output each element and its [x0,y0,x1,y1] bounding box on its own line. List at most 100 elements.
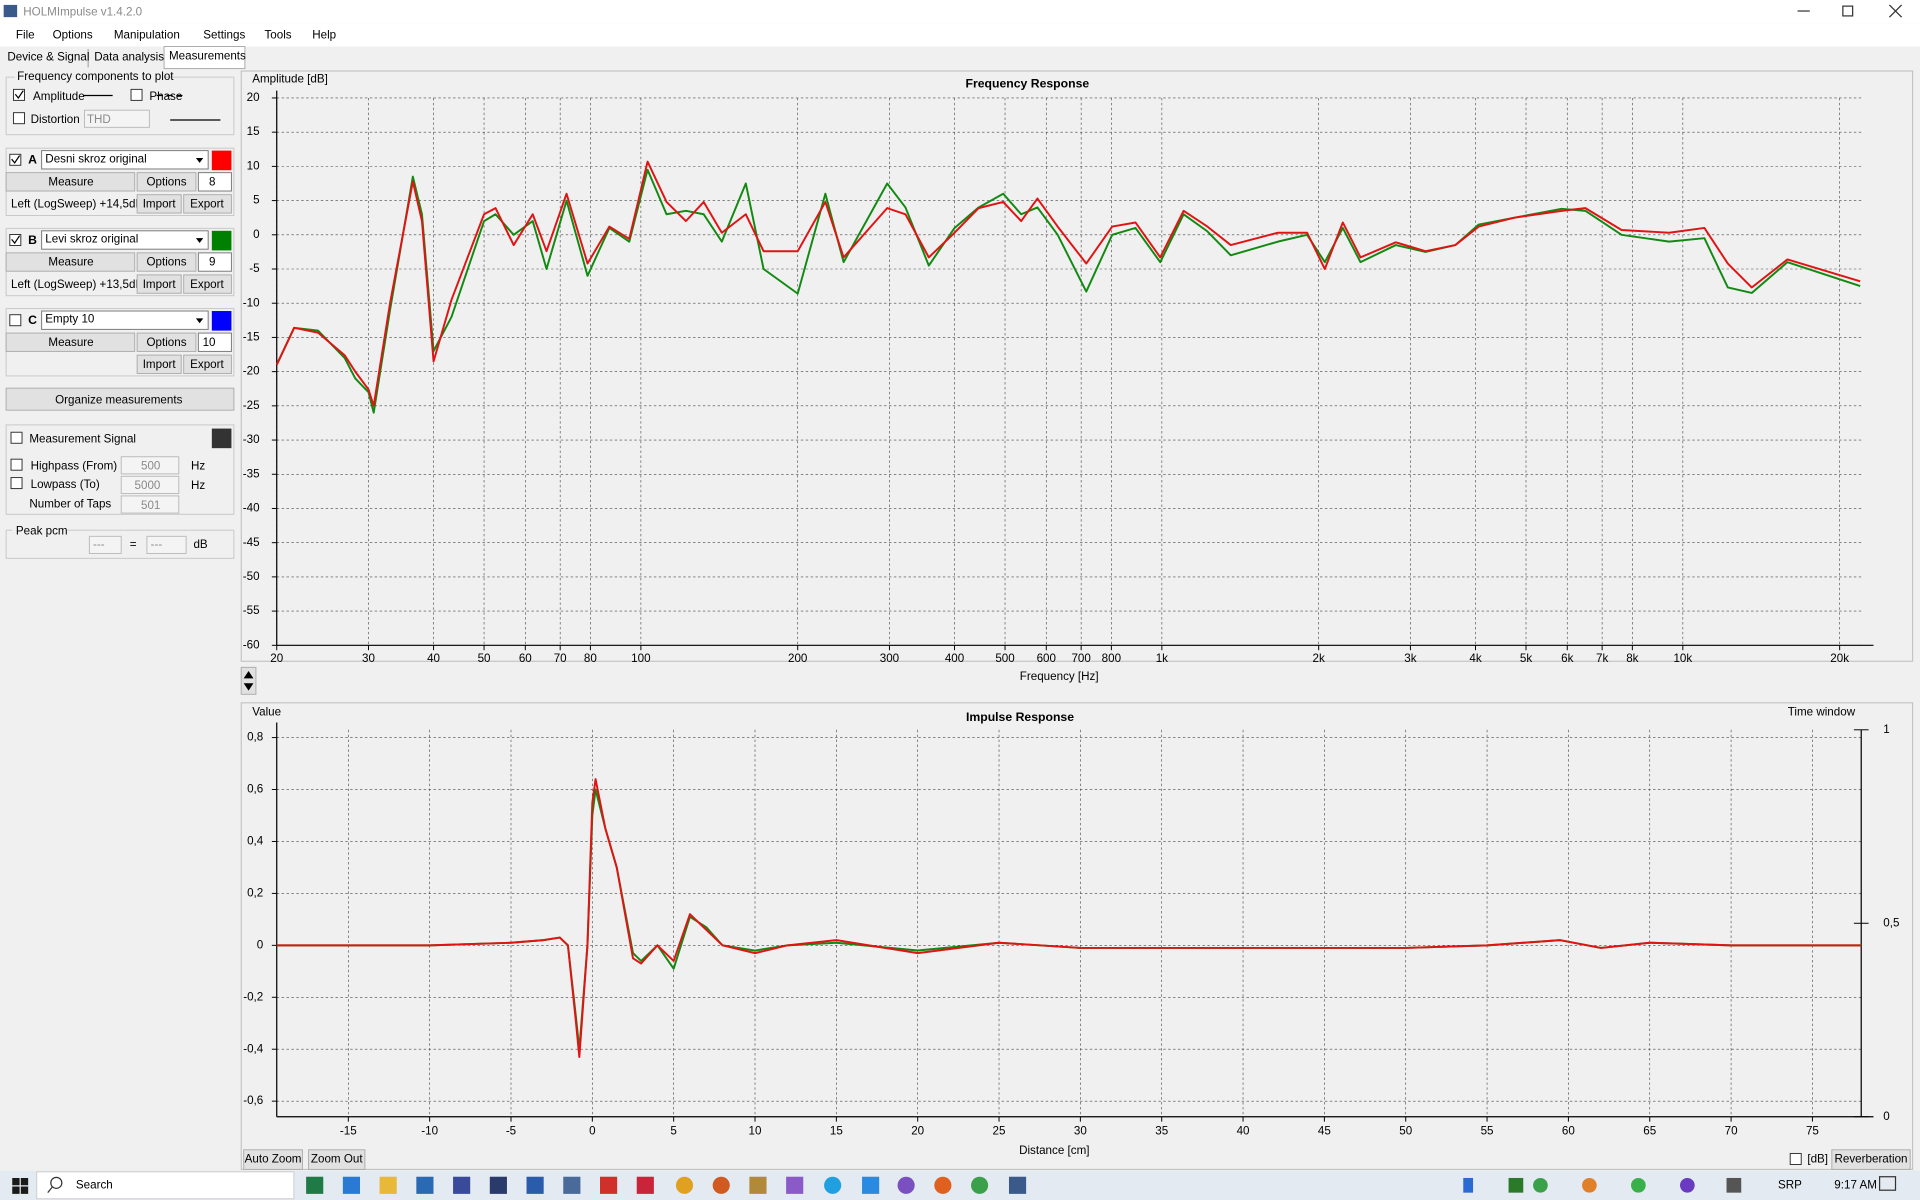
measurement-combobox[interactable] [41,230,209,250]
app-icon[interactable] [786,1176,804,1194]
app-icon[interactable] [712,1176,730,1194]
spin-box[interactable] [120,495,180,514]
app-icon[interactable] [897,1176,915,1194]
color-swatch[interactable] [211,150,232,171]
restore-button[interactable] [1842,5,1854,17]
menu-item[interactable]: Options [53,29,93,42]
checkbox[interactable] [12,112,25,125]
button[interactable] [5,252,136,272]
app-icon[interactable] [526,1176,544,1194]
tray-icon[interactable] [1680,1177,1695,1193]
tab[interactable]: Data analysis [94,51,164,64]
button[interactable] [5,387,235,411]
search-placeholder: Search [76,1178,113,1191]
app-icon[interactable] [1008,1176,1027,1194]
tab[interactable]: Device & Signal [7,51,89,64]
close-button[interactable] [1888,4,1903,18]
checkbox[interactable] [9,314,22,327]
equals: = [130,538,137,551]
button[interactable] [5,332,136,352]
x-tick-label: 55 [1481,1125,1494,1138]
x-tick-label: 45 [1318,1125,1331,1138]
button[interactable] [136,252,197,272]
clock[interactable]: 9:17 AM [1834,1178,1877,1191]
button[interactable] [243,1149,303,1170]
spin-box[interactable] [197,332,232,352]
app-icon[interactable] [749,1176,767,1194]
app-icon[interactable] [862,1176,880,1194]
button[interactable] [308,1149,366,1170]
menu-item[interactable]: Manipulation [114,29,180,42]
app-icon[interactable] [600,1176,618,1194]
app-icon[interactable] [453,1176,471,1194]
button[interactable] [136,194,182,214]
button[interactable] [183,194,232,214]
y-tick-label: -15 [243,331,260,344]
menu-item[interactable]: File [16,29,35,42]
series-line [275,160,1861,407]
x-tick-label: 8k [1626,652,1638,665]
app-icon[interactable] [675,1176,694,1194]
spin-value: 5000 [135,479,161,492]
button[interactable] [136,172,197,192]
search-box[interactable] [36,1171,295,1200]
checkbox[interactable] [12,88,25,101]
x-tick-label: -5 [506,1125,516,1138]
tray-icon[interactable] [1463,1177,1474,1193]
tray-icon[interactable] [1631,1177,1646,1193]
app-icon[interactable] [489,1176,507,1194]
language[interactable]: SRP [1778,1178,1802,1191]
combobox[interactable] [84,109,150,128]
notifications[interactable] [1878,1176,1897,1191]
tray-icon[interactable] [1726,1177,1742,1193]
checkbox[interactable] [130,88,143,101]
tray-icon[interactable] [1582,1177,1597,1193]
button[interactable] [136,332,197,352]
checkbox[interactable] [10,477,23,490]
menu-item[interactable]: Help [312,29,336,42]
spin-box[interactable] [197,172,232,192]
menu-item[interactable]: Tools [264,29,291,42]
color-swatch[interactable] [211,428,232,449]
button[interactable] [183,354,232,374]
search-icon [47,1186,54,1194]
app-icon[interactable] [934,1176,952,1194]
tab[interactable]: Measurements [169,49,246,62]
checkbox[interactable] [9,234,22,246]
button-label: Measure [48,256,93,269]
tray-icon[interactable] [1508,1177,1524,1193]
color-swatch[interactable] [211,230,232,251]
button-label: Import [143,198,177,211]
checkbox[interactable] [1789,1152,1802,1165]
spin-box[interactable] [120,475,180,494]
app-icon[interactable] [342,1176,360,1194]
app-icon[interactable] [416,1176,434,1194]
tray-icon[interactable] [1533,1177,1548,1193]
button[interactable] [5,172,136,192]
app-icon[interactable] [563,1176,581,1194]
spin-box[interactable] [120,456,180,475]
button[interactable] [136,354,182,374]
measurement-combobox[interactable] [41,310,209,330]
button[interactable] [183,274,232,294]
button[interactable] [1831,1149,1911,1170]
checkbox[interactable] [10,431,23,444]
button-label: Export [190,278,224,291]
app-icon[interactable] [636,1176,654,1194]
x-tick-label: 5k [1520,652,1532,665]
start-button[interactable] [12,1177,29,1194]
y-tick-label: 0,2 [247,886,263,899]
color-swatch[interactable] [211,311,232,331]
app-icon[interactable] [379,1176,397,1194]
app-icon[interactable] [824,1176,842,1194]
checkbox[interactable] [9,153,22,166]
checkbox[interactable] [10,458,23,471]
button[interactable] [136,274,182,294]
x-tick-label: 40 [427,652,440,665]
app-icon[interactable] [971,1176,989,1194]
scroll-button[interactable] [240,666,257,695]
app-icon[interactable] [306,1176,324,1194]
menu-item[interactable]: Settings [203,29,245,42]
spin-box[interactable] [197,252,232,272]
measurement-combobox[interactable] [41,150,209,170]
